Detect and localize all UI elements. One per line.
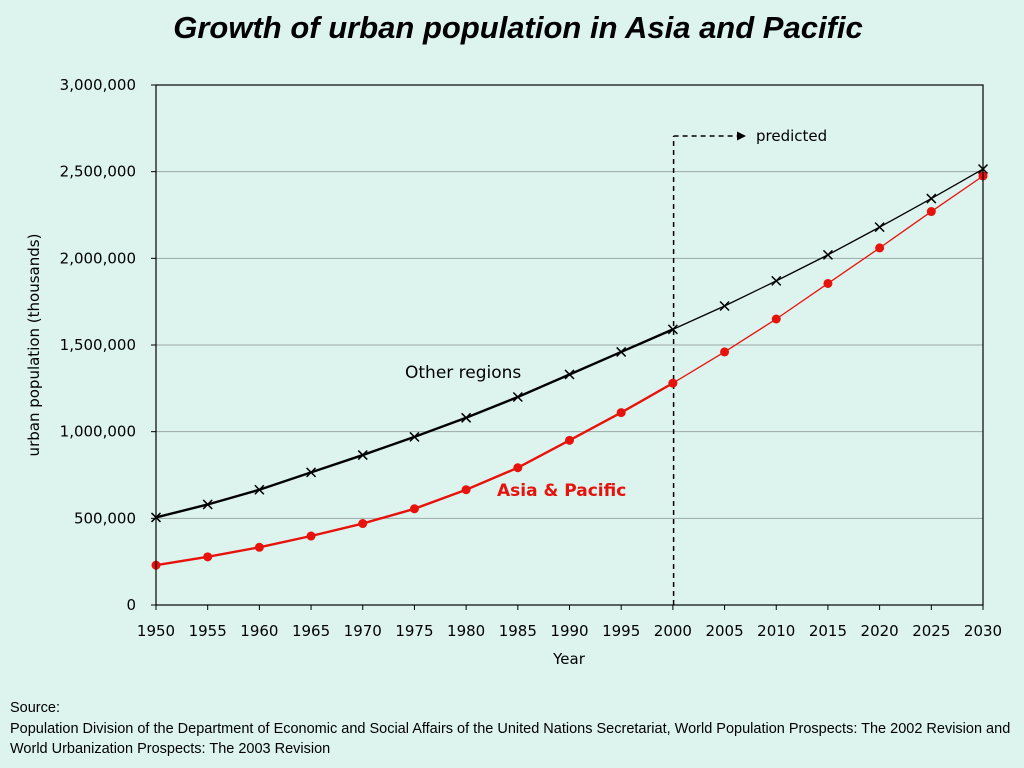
marker-stroke — [616, 346, 627, 357]
marker-stroke — [719, 300, 730, 312]
gridlines — [156, 171, 983, 519]
data-point — [823, 278, 833, 288]
data-point — [822, 249, 833, 260]
x-tick-label: 2015 — [809, 622, 847, 640]
y-tick-label: 3,000,000 — [60, 76, 136, 94]
source-label: Source: — [10, 700, 60, 716]
x-tick-label: 1970 — [344, 622, 382, 640]
marker-stroke — [667, 324, 678, 335]
data-point — [616, 346, 627, 357]
x-tick-label: 1990 — [550, 622, 588, 640]
y-axis-title: urban population (thousands) — [25, 234, 43, 457]
line-chart: 0 500,000 1,000,000 1,500,000 2,000,000 2,500… — [25, 76, 1002, 668]
data-point — [926, 207, 936, 217]
marker-stroke — [564, 369, 575, 380]
data-point — [667, 324, 678, 335]
x-tick-label: 2010 — [757, 622, 795, 640]
predicted-label: predicted — [756, 127, 827, 145]
data-point — [203, 552, 213, 562]
data-point — [513, 463, 523, 473]
data-point — [358, 519, 368, 529]
data-point — [254, 542, 264, 552]
data-point — [720, 347, 730, 357]
data-point — [357, 450, 368, 461]
source-text: Population Division of the Department of… — [10, 720, 1011, 758]
x-tick-label: 1980 — [447, 622, 485, 640]
x-tick-label: 1950 — [137, 622, 175, 640]
data-point — [875, 243, 885, 253]
plot-border — [155, 84, 984, 606]
data-point — [565, 435, 574, 445]
marker-stroke — [306, 467, 317, 478]
marker-stroke — [202, 499, 213, 510]
predicted-marker: predicted — [672, 127, 827, 605]
marker-stroke — [822, 249, 833, 260]
marker-stroke — [254, 484, 265, 495]
data-point — [771, 275, 782, 286]
y-tick-label: 1,500,000 — [60, 336, 136, 354]
marker-stroke — [926, 193, 937, 204]
data-point — [668, 378, 678, 388]
x-tick-label: 1955 — [189, 622, 227, 640]
chart-title: Growth of urban population in Asia and P… — [173, 10, 863, 45]
x-tick-label: 2025 — [912, 622, 950, 640]
data-point — [719, 300, 730, 312]
data-point — [874, 222, 885, 233]
y-tick-label: 2,500,000 — [60, 163, 136, 181]
data-point — [771, 314, 781, 324]
series-other-regions — [150, 164, 989, 523]
x-tick-label: 1995 — [602, 622, 640, 640]
marker-stroke — [409, 431, 420, 442]
predicted-arrow-head — [737, 131, 746, 141]
data-point — [409, 431, 420, 442]
series-label-asia-pacific: Asia & Pacific — [497, 481, 626, 501]
data-point — [306, 467, 317, 478]
data-point — [512, 391, 523, 403]
data-point — [461, 412, 472, 423]
x-tick-label: 1965 — [292, 622, 330, 640]
data-point — [564, 369, 575, 380]
x-axis-ticks: 1950 1955 1960 1965 1970 1975 1980 1985 1990 1995… — [137, 605, 1002, 640]
y-tick-label: 0 — [126, 596, 136, 614]
source-note: Source: Population Division of the Depar… — [10, 698, 1020, 760]
y-axis-ticks: 0 500,000 1,000,000 1,500,000 2,000,000 2,500… — [60, 76, 156, 614]
marker-stroke — [461, 412, 472, 423]
data-point — [926, 193, 937, 204]
data-point — [202, 499, 213, 510]
x-tick-label: 2020 — [861, 622, 899, 640]
x-tick-label: 2000 — [654, 622, 692, 640]
y-tick-label: 2,000,000 — [60, 249, 136, 267]
y-tick-label: 500,000 — [74, 509, 136, 527]
x-tick-label: 2030 — [964, 622, 1002, 640]
y-tick-label: 1,000,000 — [60, 423, 136, 441]
marker-stroke — [512, 391, 523, 403]
marker-stroke — [357, 450, 368, 461]
series-label-other-regions: Other regions — [405, 363, 521, 383]
series-asia-pacific — [151, 171, 988, 570]
data-point — [306, 531, 316, 541]
x-axis-title: Year — [552, 650, 586, 668]
x-tick-label: 1985 — [499, 622, 537, 640]
data-point — [616, 408, 626, 418]
data-point — [461, 485, 471, 495]
data-point — [409, 504, 419, 514]
marker-stroke — [771, 275, 782, 286]
x-tick-label: 1975 — [395, 622, 433, 640]
data-point — [254, 484, 265, 495]
x-tick-label: 2005 — [705, 622, 743, 640]
series-layer — [150, 164, 989, 570]
x-tick-label: 1960 — [240, 622, 278, 640]
marker-stroke — [874, 222, 885, 233]
